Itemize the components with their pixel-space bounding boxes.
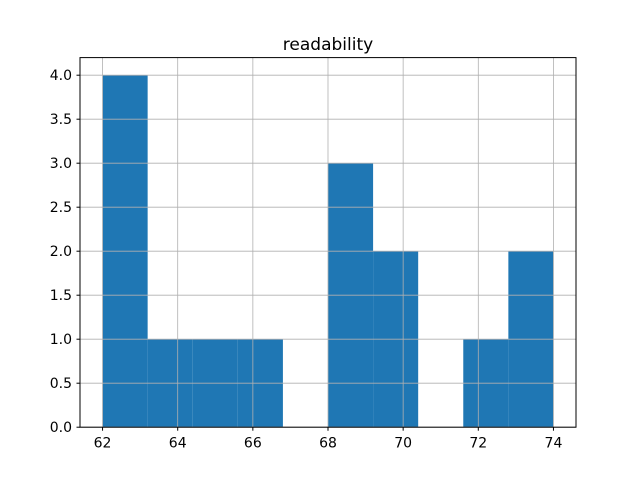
y-tick-label: 3.5 (50, 112, 72, 128)
x-tick-label: 70 (394, 436, 412, 452)
y-tick-label: 1.5 (50, 288, 72, 304)
y-tick-label: 0.5 (50, 376, 72, 392)
x-tick-label: 62 (94, 436, 112, 452)
x-tick-label: 66 (244, 436, 262, 452)
y-tick-label: 4.0 (50, 68, 72, 84)
x-tick-label: 72 (469, 436, 487, 452)
grid-layer (80, 57, 576, 428)
x-tick-label: 74 (545, 436, 563, 452)
y-tick-label: 0.0 (50, 420, 72, 436)
y-tick-label: 2.5 (50, 200, 72, 216)
y-tick-label: 1.0 (50, 332, 72, 348)
x-tick-label: 68 (319, 436, 337, 452)
ticks-layer: 62 64 66 68 70 72 74 0.0 0.5 1.0 1.5 2.0 2.5 3.0 3.5 4.… (50, 68, 563, 452)
chart-title: readability (283, 35, 373, 55)
y-tick-label: 3.0 (50, 156, 72, 172)
y-tick-label: 2.0 (50, 244, 72, 260)
x-tick-label: 64 (169, 436, 187, 452)
